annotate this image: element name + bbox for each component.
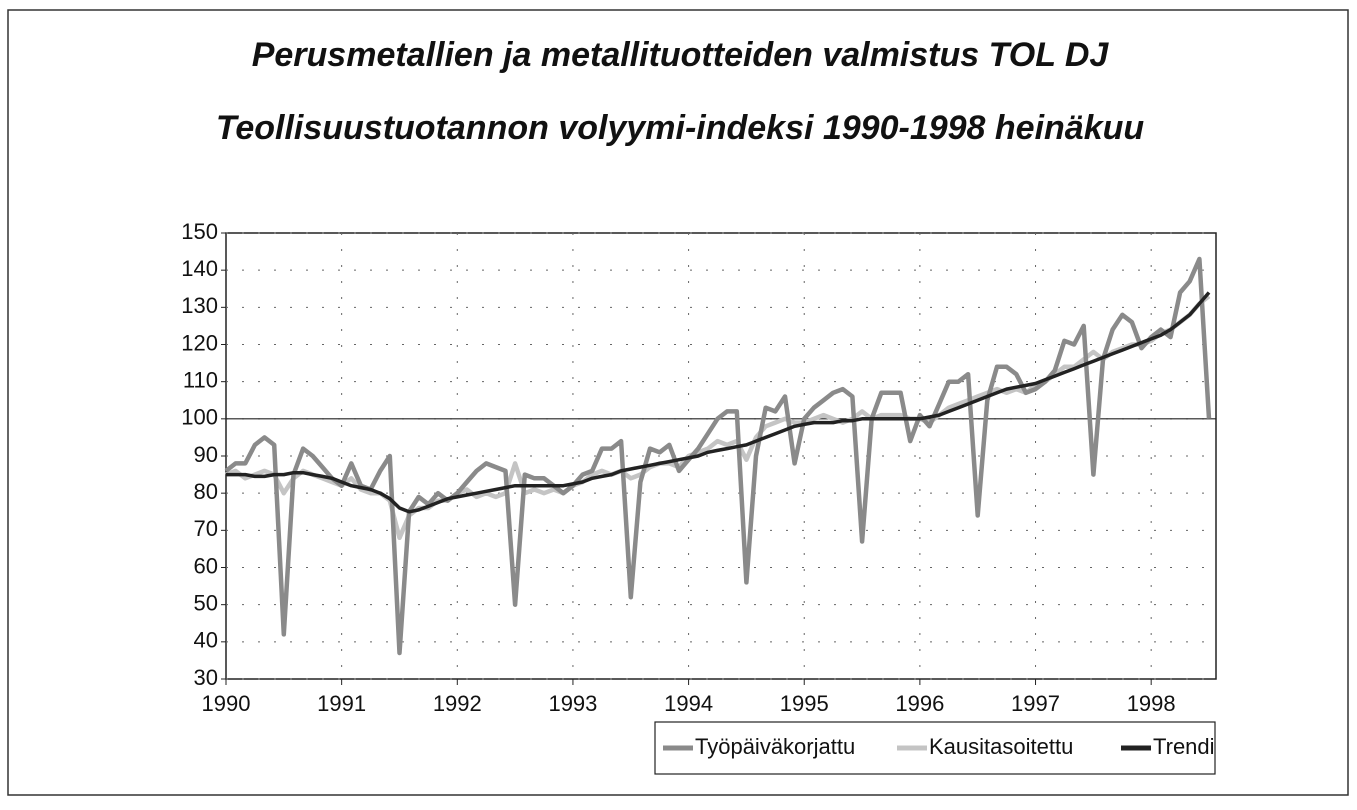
y-tick-label: 140 xyxy=(181,256,218,281)
chart-title: Perusmetallien ja metallituotteiden valm… xyxy=(252,36,1110,74)
x-tick-label: 1997 xyxy=(1011,691,1060,716)
y-tick-label: 150 xyxy=(181,219,218,244)
y-tick-label: 120 xyxy=(181,330,218,355)
y-tick-label: 50 xyxy=(194,590,218,615)
y-tick-label: 110 xyxy=(183,367,218,392)
legend-label: Työpäiväkorjattu xyxy=(695,734,855,759)
x-tick-label: 1995 xyxy=(780,691,829,716)
y-tick-label: 100 xyxy=(181,405,218,430)
frame xyxy=(7,9,1349,796)
x-tick-label: 1991 xyxy=(317,691,366,716)
x-tick-label: 1990 xyxy=(202,691,251,716)
line-series xyxy=(226,291,1211,514)
y-tick-label: 80 xyxy=(194,479,218,504)
y-tick-label: 30 xyxy=(194,665,218,690)
legend-label: Trendi xyxy=(1153,734,1215,759)
x-tick-label: 1998 xyxy=(1127,691,1176,716)
legend-label: Kausitasoitettu xyxy=(929,734,1073,759)
y-tick-label: 90 xyxy=(194,442,218,467)
line-series xyxy=(224,256,1212,656)
x-tick-label: 1996 xyxy=(895,691,944,716)
x-tick-label: 1994 xyxy=(664,691,713,716)
y-tick-label: 40 xyxy=(194,628,218,653)
chart-subtitle: Teollisuustuotannon volyymi-indeksi 1990… xyxy=(216,109,1145,147)
x-tick-label: 1992 xyxy=(433,691,482,716)
x-tick-label: 1993 xyxy=(548,691,597,716)
y-tick-label: 130 xyxy=(181,293,218,318)
y-tick-label: 70 xyxy=(194,516,218,541)
y-tick-label: 60 xyxy=(194,553,218,578)
